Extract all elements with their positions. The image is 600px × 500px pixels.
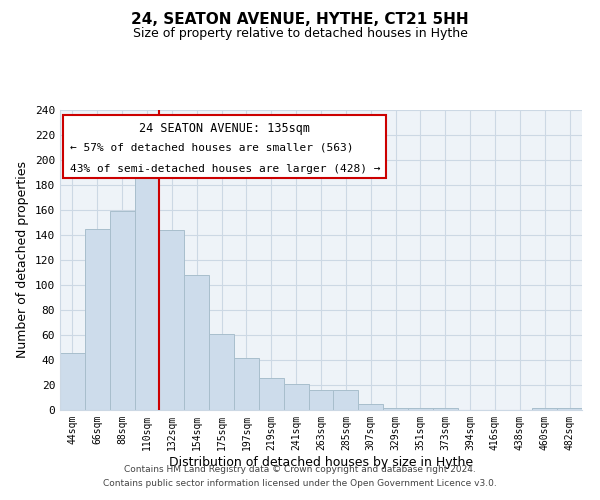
Bar: [60, 352, 85, 410]
Bar: [358, 404, 383, 410]
Bar: [383, 408, 408, 410]
Text: 24 SEATON AVENUE: 135sqm: 24 SEATON AVENUE: 135sqm: [139, 122, 310, 135]
Bar: [284, 384, 308, 410]
Bar: [110, 211, 134, 410]
Text: Contains HM Land Registry data © Crown copyright and database right 2024.
Contai: Contains HM Land Registry data © Crown c…: [103, 466, 497, 487]
X-axis label: Distribution of detached houses by size in Hythe: Distribution of detached houses by size …: [169, 456, 473, 468]
Bar: [209, 334, 234, 410]
Bar: [334, 390, 358, 410]
Bar: [184, 275, 209, 410]
Bar: [259, 378, 284, 410]
Bar: [433, 408, 458, 410]
Text: 24, SEATON AVENUE, HYTHE, CT21 5HH: 24, SEATON AVENUE, HYTHE, CT21 5HH: [131, 12, 469, 28]
Bar: [308, 390, 334, 410]
Bar: [234, 358, 259, 410]
Text: Size of property relative to detached houses in Hythe: Size of property relative to detached ho…: [133, 28, 467, 40]
FancyBboxPatch shape: [62, 114, 386, 178]
Bar: [557, 408, 582, 410]
Y-axis label: Number of detached properties: Number of detached properties: [16, 162, 29, 358]
Bar: [408, 408, 433, 410]
Bar: [134, 159, 160, 410]
Text: 43% of semi-detached houses are larger (428) →: 43% of semi-detached houses are larger (…: [70, 164, 381, 174]
Bar: [160, 230, 184, 410]
Bar: [85, 229, 110, 410]
Text: ← 57% of detached houses are smaller (563): ← 57% of detached houses are smaller (56…: [70, 143, 354, 153]
Bar: [532, 408, 557, 410]
